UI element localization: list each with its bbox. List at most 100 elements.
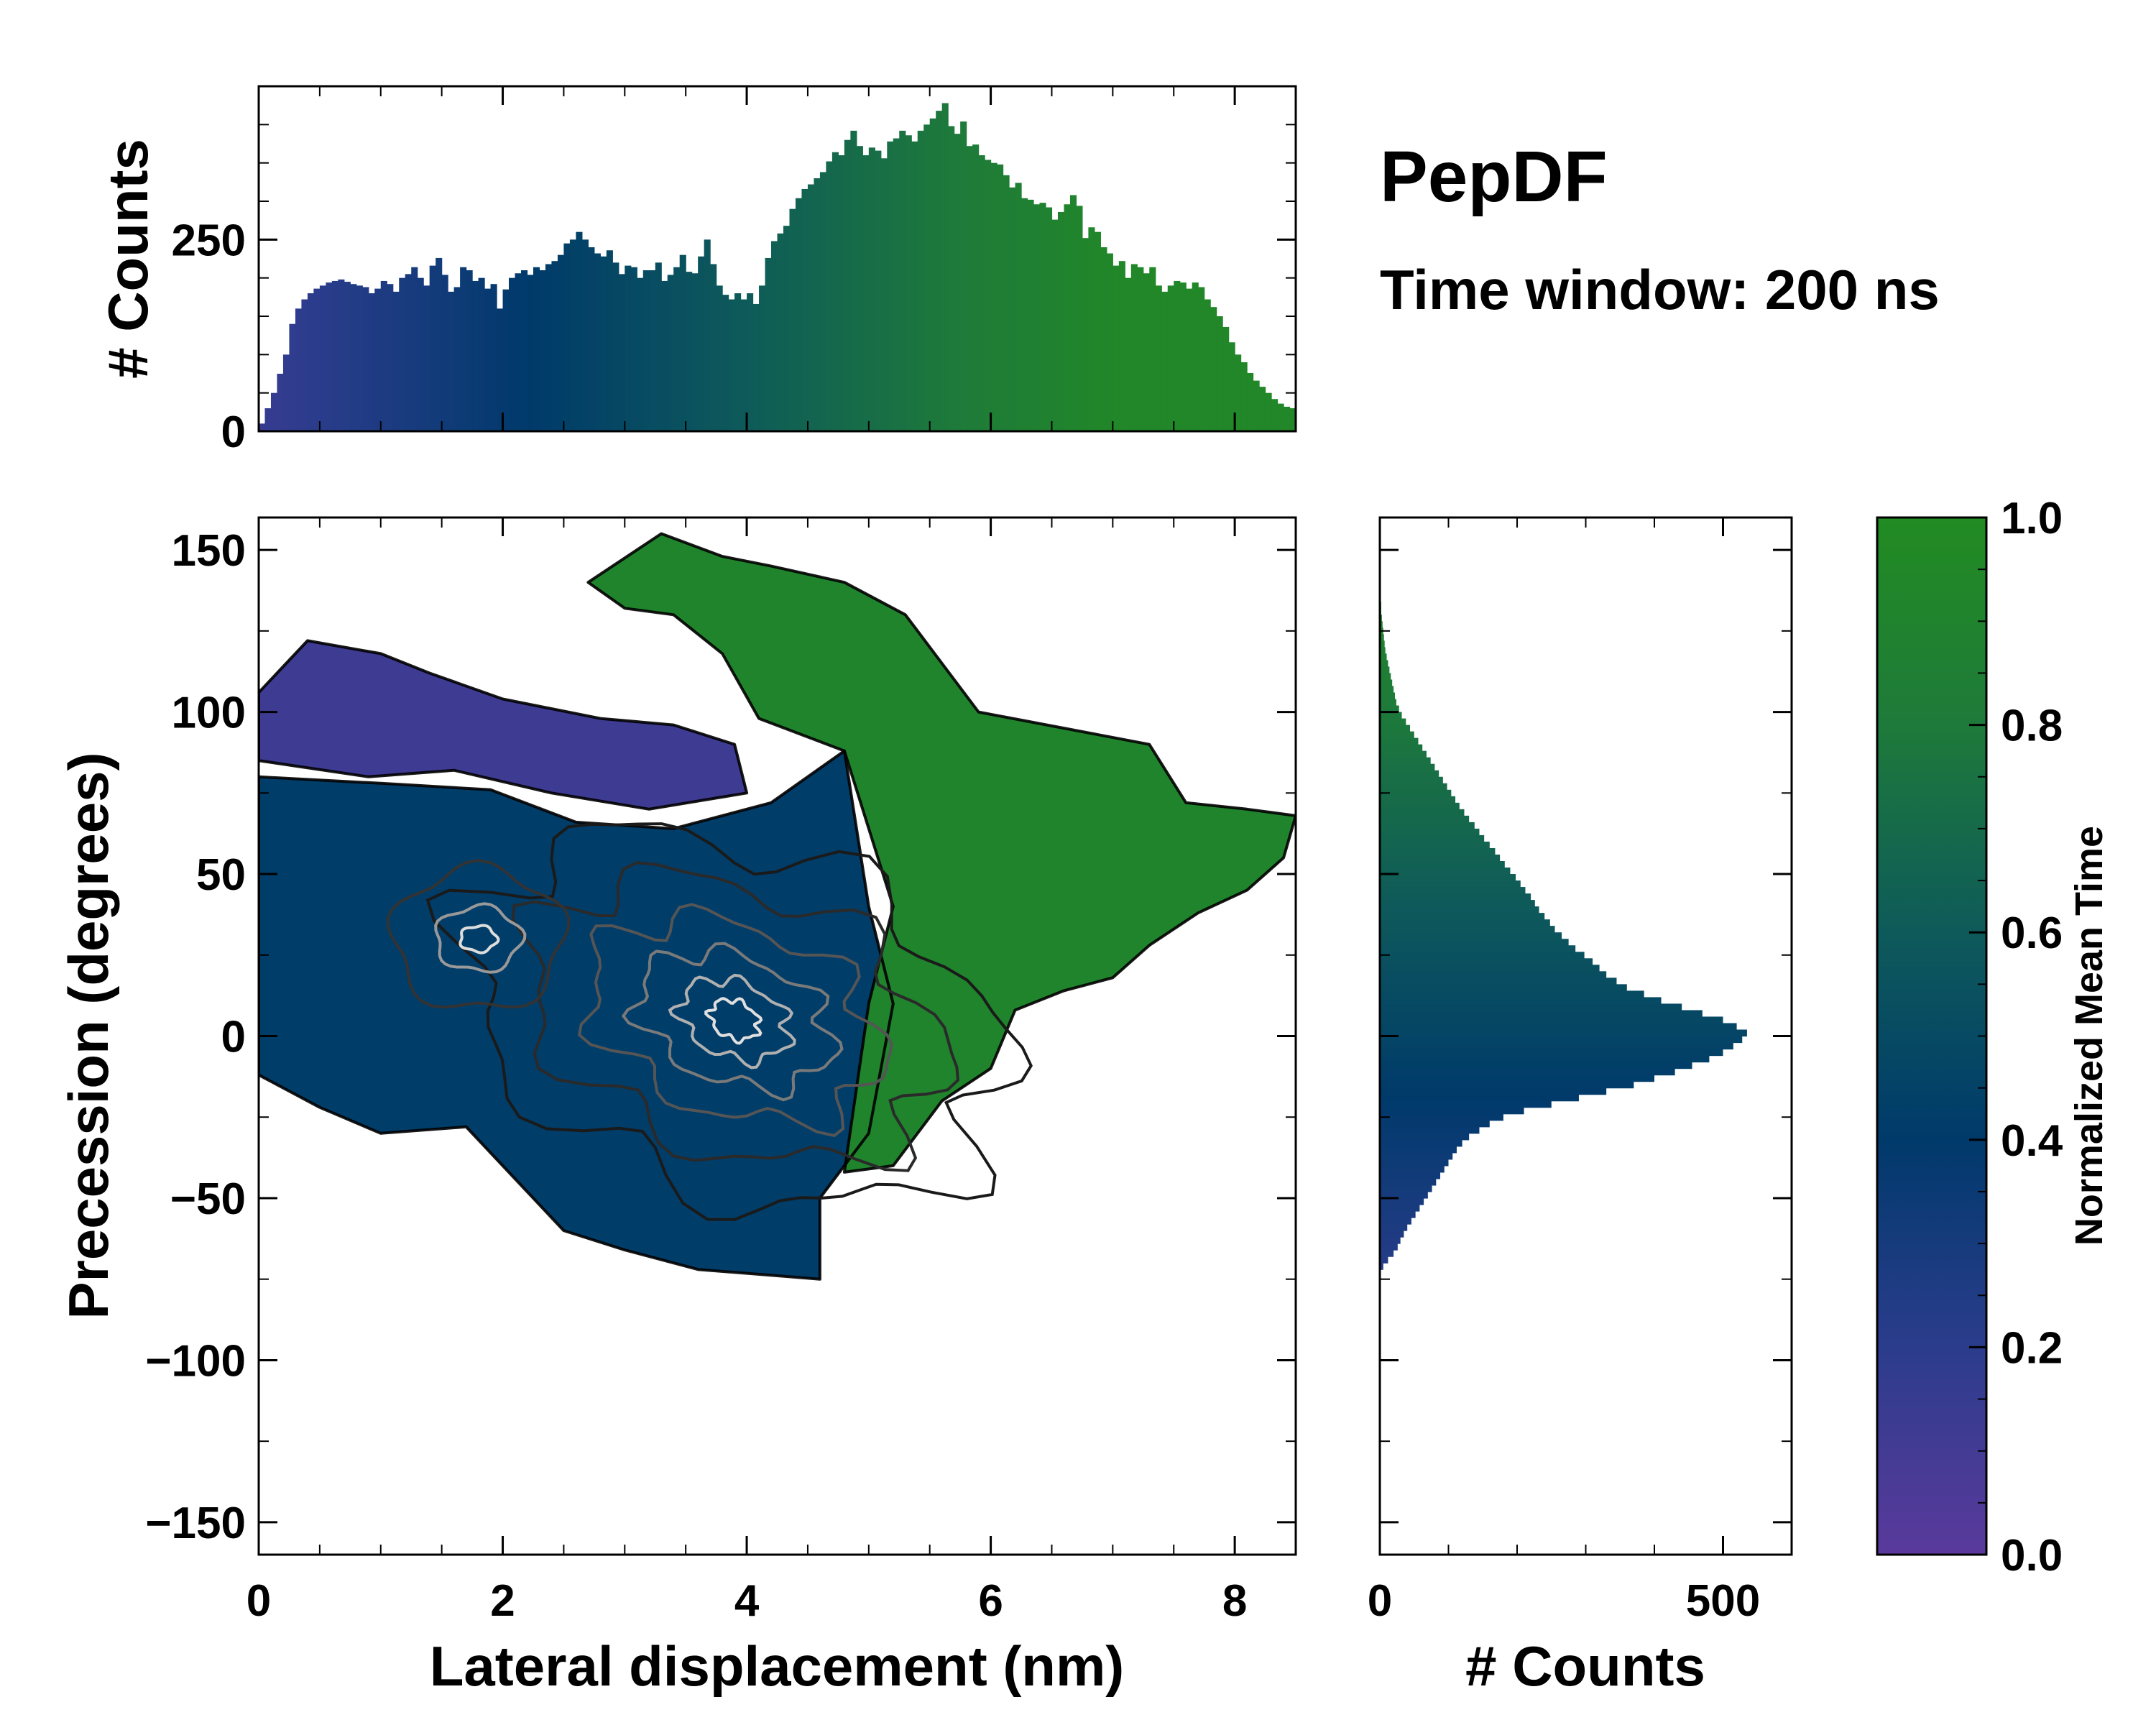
colorbar-tick-label: 0.0 [2001,1531,2063,1581]
top-histogram-bar [423,285,430,431]
top-histogram-bar [691,273,699,431]
top-histogram-bar [277,374,284,431]
right-histogram-bar [1380,880,1521,888]
colorbar-label: Normalized Mean Time [2068,826,2111,1246]
right-histogram-bar [1380,1159,1449,1167]
top-histogram-bar [978,155,985,431]
right-histogram-bar [1380,724,1411,732]
top-histogram-bar [259,423,266,431]
right-histogram-bar [1380,868,1511,875]
top-histogram-bar [795,198,803,431]
top-histogram-bar [710,264,717,431]
colorbar-tick-label: 0.8 [2001,702,2063,751]
right-histogram-bar [1380,757,1431,765]
colorbar-tick-label: 1.0 [2001,494,2063,543]
right-histogram-bar [1380,971,1607,978]
y-tick-label: 150 [172,526,246,576]
top-histogram-bar [752,303,760,431]
main-plot-ylabel: Precession (degrees) [57,752,120,1319]
top-histogram-bar [1167,285,1174,431]
top-histogram-bar [1045,207,1053,431]
main-plot-regions [259,532,1296,1281]
main-plot: 0 2 4 6 8 150 100 50 0 −50 −100 −150 Lateral displa… [57,516,1297,1698]
top-histogram-bar [319,285,326,431]
top-histogram-bar [307,293,314,431]
right-histogram-bar [1380,1023,1737,1031]
top-histogram-bar [441,275,448,431]
top-histogram-bar [356,285,363,431]
top-histogram-bar [1149,267,1156,431]
right-histogram-bar [1380,731,1414,739]
top-histogram-bar [642,270,650,431]
top-histogram-bar [844,139,851,432]
top-histogram-bar [722,295,729,431]
top-histogram-bar [1100,247,1107,431]
right-histogram-bar [1380,737,1419,745]
right-histogram-bar [1380,660,1388,668]
right-histogram-bar [1380,854,1501,862]
right-histogram-bar [1380,1107,1524,1115]
top-histogram-bar [484,288,492,431]
top-histogram-bar [417,277,424,431]
top-histogram-bar [1216,316,1223,431]
right-histogram-bar [1380,1256,1388,1264]
right-histogram-bar [1380,965,1600,972]
top-histogram-bar [338,279,345,431]
region-outline-late [586,532,1296,1174]
top-histogram-bar [661,280,668,431]
top-histogram-bar [771,241,778,431]
top-histogram-bar [704,239,711,431]
top-histogram-bar [581,239,589,431]
top-histogram-bar [1137,267,1144,431]
right-histogram-ticks: 0 500 [1368,518,1792,1626]
top-histogram-bar [490,284,497,431]
region-outline-early [259,639,749,811]
top-histogram-bar [777,233,784,431]
right-histogram-bar [1380,997,1662,1005]
top-histogram-bar [655,262,662,431]
right-histogram-bar [1380,828,1480,836]
top-histogram-ylabel: # Counts [96,139,160,379]
x-tick-label: 0 [247,1576,271,1626]
right-histogram-bar [1380,1081,1634,1089]
top-histogram-bar [740,299,747,431]
top-histogram-bar [1289,408,1296,431]
right-histogram-bar [1380,699,1396,707]
top-histogram-bar [264,408,272,431]
colorbar-ticks: 0.0 0.2 0.4 0.6 0.8 1.0 [1969,494,2063,1581]
right-histogram-bars [1380,576,1747,1270]
top-histogram-bar [460,267,467,431]
top-histogram-bar [667,275,674,431]
top-histogram-frame [257,85,1297,433]
density-contour [459,924,500,954]
top-histogram-bar [905,135,912,431]
density-contour [434,902,527,974]
top-histogram-bar [520,270,528,431]
region-middle [259,750,893,1279]
right-histogram-bar [1380,621,1383,628]
chart-title: PepDF [1380,137,1608,217]
x-tick-label: 0 [1368,1576,1392,1626]
top-histogram-bar [1192,282,1199,431]
top-histogram-bar [472,280,479,431]
top-histogram-bar [856,146,863,431]
right-histogram-bar [1380,666,1390,674]
top-histogram-bar [533,267,540,431]
top-histogram-bar [941,103,949,431]
top-histogram-bar [344,282,351,431]
right-histogram-bar [1380,958,1593,965]
right-histogram-bar [1380,847,1496,855]
right-histogram-bar [1380,815,1470,823]
top-histogram-bar [972,144,980,431]
top-histogram-bar [1179,282,1187,431]
right-histogram-bar [1380,796,1456,804]
right-histogram-bar [1380,926,1555,933]
y-tick-label: 250 [172,216,246,265]
right-histogram-bar [1380,945,1576,952]
right-histogram-bar [1380,1211,1416,1218]
top-histogram-bar [1009,187,1016,431]
top-histogram-bar [466,270,473,431]
right-histogram-bar [1380,893,1531,901]
right-histogram-bar [1380,834,1485,842]
